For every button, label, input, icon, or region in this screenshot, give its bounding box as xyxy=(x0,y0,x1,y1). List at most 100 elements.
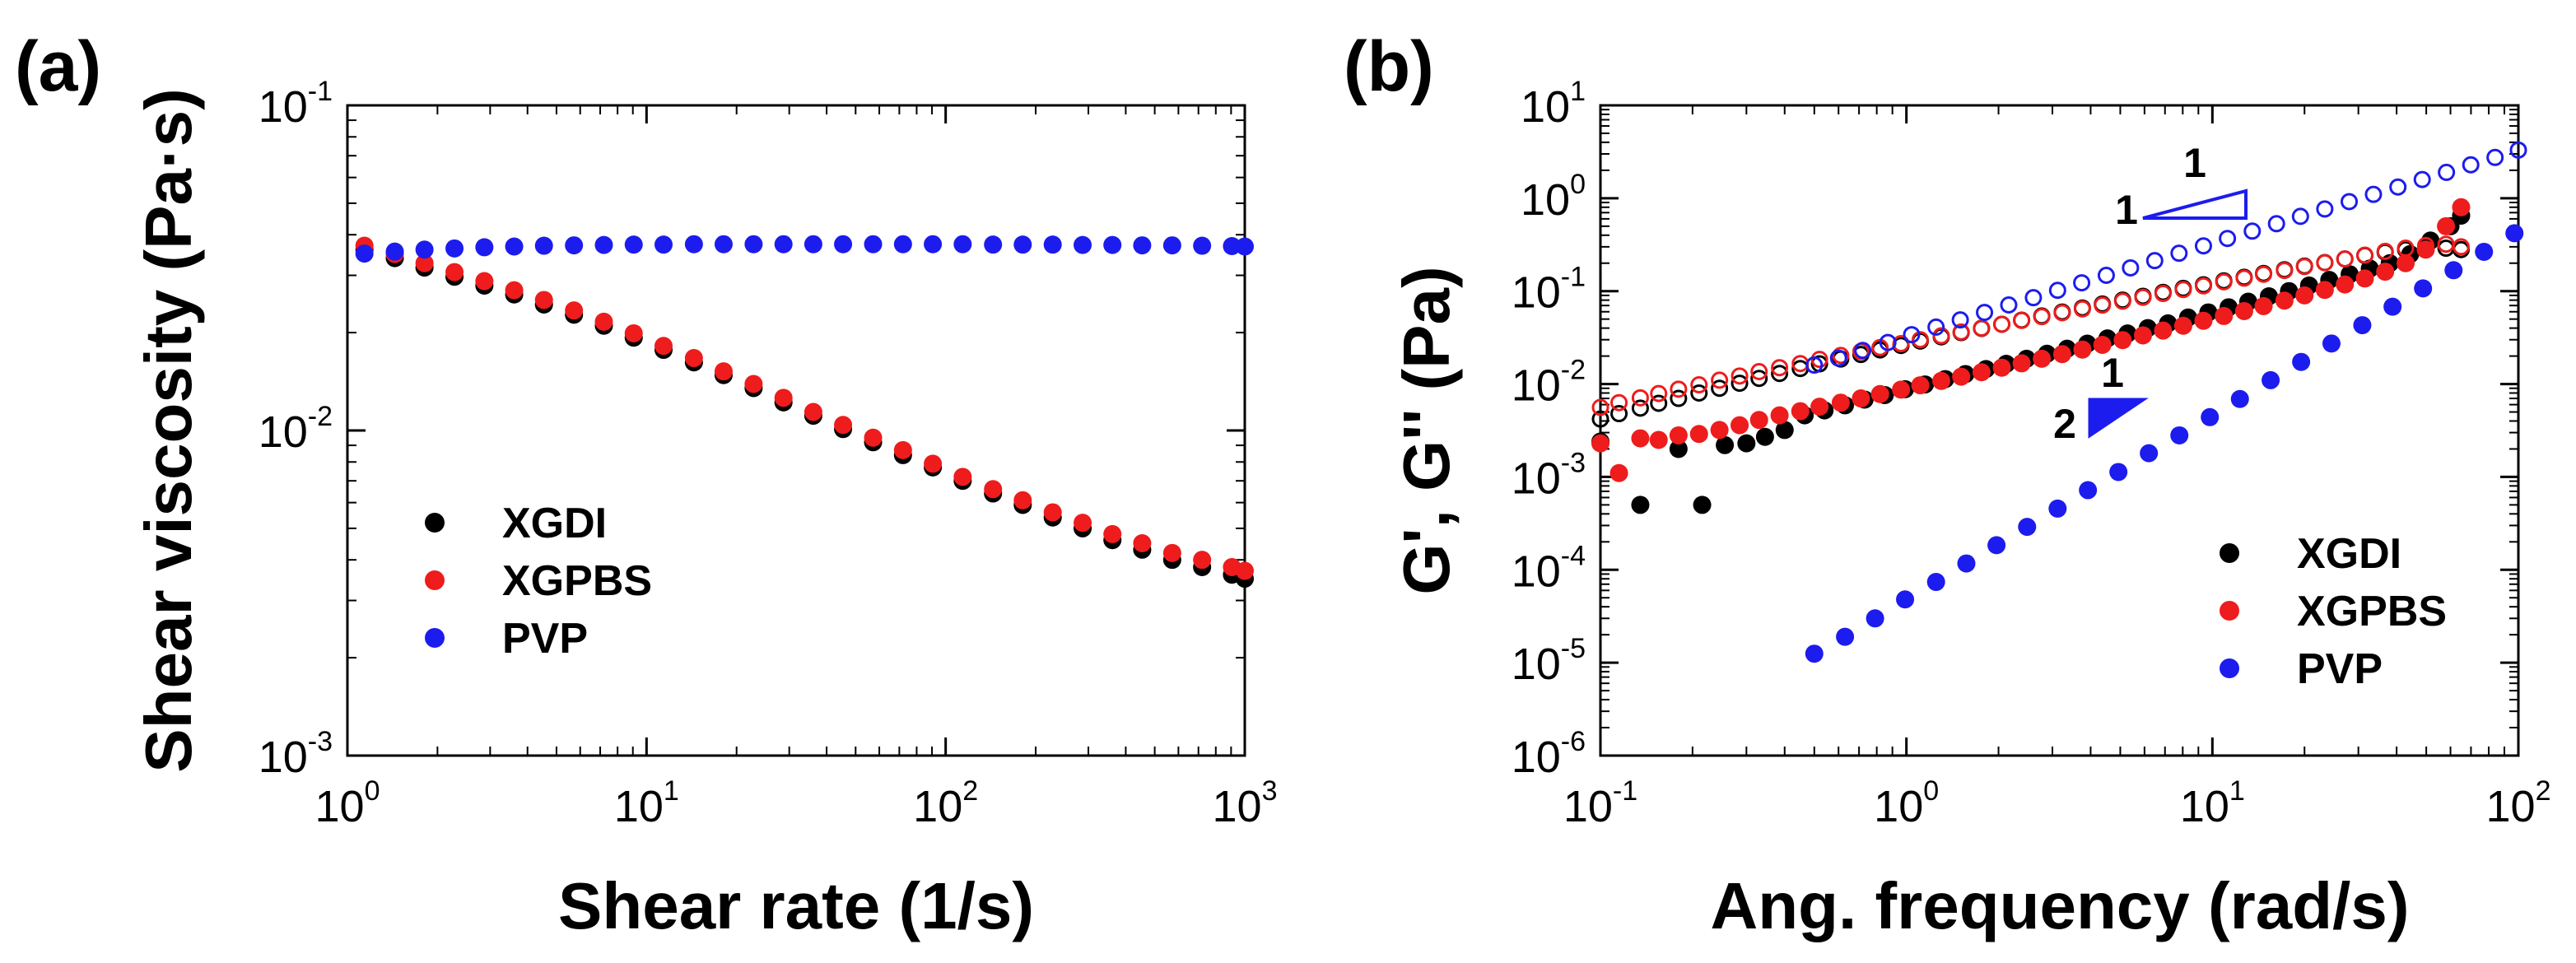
panel-b-y-tick-label: 10-5 xyxy=(1512,633,1586,689)
panel-b-data-point xyxy=(1866,609,1884,628)
panel-b-series-pvp-open xyxy=(1805,141,2527,374)
panel-b-data-point xyxy=(2154,285,2172,303)
panel-b-data-point xyxy=(1731,367,1749,385)
panel-b-data-point xyxy=(2097,266,2115,284)
panel-a-data-point xyxy=(475,238,494,257)
panel-b-data-point xyxy=(1836,627,1855,646)
panel-a-y-tick-label: 10-1 xyxy=(259,76,333,132)
panel-a-legend-label: XGDI xyxy=(502,500,607,547)
panel-b-data-point xyxy=(2133,326,2152,345)
panel-b-data-point xyxy=(2134,288,2152,306)
panel-b-data-point xyxy=(1631,495,1650,514)
slope-triangle-1-side-label: 1 xyxy=(2115,187,2138,233)
panel-a-x-axis-title: Shear rate (1/s) xyxy=(558,869,1034,942)
slope-triangle-2 xyxy=(2088,398,2149,439)
panel-b-data-point xyxy=(1810,398,1829,416)
panel-a-legend-label: PVP xyxy=(502,615,588,663)
panel-a-data-point xyxy=(475,272,494,291)
panel-a-data-point xyxy=(864,235,883,254)
panel-b-data-point xyxy=(2145,252,2164,270)
panel-b-data-point xyxy=(2355,269,2374,288)
panel-b-data-point xyxy=(1932,371,1951,390)
panel-b-data-point xyxy=(2291,207,2309,226)
panel-b-data-point xyxy=(2414,279,2433,298)
panel-b-data-point xyxy=(1669,426,1688,444)
panel-b-data-point xyxy=(2048,281,2066,300)
panel-a-data-point xyxy=(355,244,374,263)
panel-a-data-point xyxy=(1236,237,1254,256)
panel-b-data-point xyxy=(1805,356,1824,374)
panel-b-data-point xyxy=(2012,354,2031,373)
panel-b-series-xgpbs-open xyxy=(1591,235,2470,416)
panel-a-data-point xyxy=(804,235,822,254)
panel-b-legend-label: XGPBS xyxy=(2297,588,2447,635)
panel-b-x-tick-label: 10-1 xyxy=(1563,775,1637,831)
panel-a-data-point xyxy=(893,440,912,459)
panel-b-y-tick-label: 101 xyxy=(1521,76,1586,132)
panel-b-data-point xyxy=(2122,258,2140,277)
panel-a-data-point xyxy=(534,291,553,309)
panel-a-data-point xyxy=(415,240,434,259)
panel-b-data-point xyxy=(1749,411,1768,430)
panel-b-data-point xyxy=(1750,370,1768,388)
panel-a-data-point xyxy=(924,235,943,254)
panel-b-data-point xyxy=(2292,352,2311,371)
panel-a-data-point xyxy=(924,454,943,473)
panel-b-data-point xyxy=(2254,296,2273,315)
panel-a-legend-marker xyxy=(425,513,445,533)
panel-b-data-point xyxy=(1610,405,1628,423)
panel-b-data-point xyxy=(2109,463,2128,482)
slope-triangle-1 xyxy=(2142,188,2248,220)
panel-a-data-point xyxy=(1013,235,1032,254)
panel-b-data-point xyxy=(2275,291,2294,310)
panel-b-data-point xyxy=(1770,406,1789,425)
panel-b-y-tick-label: 10-6 xyxy=(1512,726,1586,782)
panel-b-data-point xyxy=(1972,363,1991,382)
panel-a-data-point xyxy=(1043,503,1062,522)
panel-b-data-point xyxy=(1631,388,1649,407)
panel-b-data-point xyxy=(1879,333,1897,351)
panel-b-data-point xyxy=(1591,434,1609,453)
panel-b-axes-frame xyxy=(1599,104,2520,757)
panel-b-data-point xyxy=(2173,316,2192,335)
panel-b-data-point xyxy=(2033,308,2051,326)
panel-b-data-point xyxy=(2267,215,2285,233)
panel-a-data-point xyxy=(834,416,853,435)
panel-b-data-point xyxy=(2509,141,2527,159)
panel-b-data-point xyxy=(2154,321,2173,340)
panel-b-data-point xyxy=(1711,371,1729,389)
panel-b-ticks: 10-1 100 101 102 10-6 10-5 10-4 10-3 10-2 10-1 100… xyxy=(1512,76,2551,831)
panel-b-data-point xyxy=(1854,342,1872,360)
panel-b-data-point xyxy=(1631,399,1649,417)
panel-a-data-point xyxy=(565,236,584,255)
panel-b-data-point xyxy=(1829,349,1847,367)
panel-b-data-point xyxy=(2397,254,2415,272)
panel-b-data-point xyxy=(2452,238,2470,256)
panel-b-data-point xyxy=(2322,334,2341,353)
panel-a-data-points xyxy=(355,235,1254,588)
panel-b-data-point xyxy=(2444,261,2463,280)
panel-a-data-point xyxy=(594,312,613,331)
panel-b-series-pvp xyxy=(1805,224,2524,663)
panel-b-data-point xyxy=(2262,370,2280,389)
panel-b-data-points xyxy=(1591,141,2527,663)
panel-b-data-point xyxy=(1711,379,1729,398)
panel-b-data-point xyxy=(1993,315,2011,333)
panel-a-data-point xyxy=(834,235,853,254)
panel-b-data-point xyxy=(1737,434,1756,453)
panel-b-moduli-chart: (b) 10-1 100 101 10210-610-510-410-310-210-… xyxy=(1344,27,2551,942)
panel-a-data-point xyxy=(1193,236,1212,255)
panel-b-data-point xyxy=(2235,269,2253,287)
panel-b-x-tick-label: 100 xyxy=(1874,775,1939,831)
panel-b-data-point xyxy=(2255,265,2273,283)
panel-b-data-point xyxy=(1690,384,1708,402)
panel-b-data-point xyxy=(2219,230,2237,248)
panel-b-data-point xyxy=(2276,262,2294,280)
panel-a-data-point xyxy=(654,235,673,254)
panel-b-legend-marker xyxy=(2220,601,2239,621)
panel-a-data-point xyxy=(893,235,912,254)
panel-b-data-point xyxy=(2316,200,2334,218)
panel-b-y-tick-label: 10-2 xyxy=(1512,355,1586,411)
panel-a-data-point xyxy=(714,362,733,381)
panel-b-data-point xyxy=(1810,351,1828,369)
